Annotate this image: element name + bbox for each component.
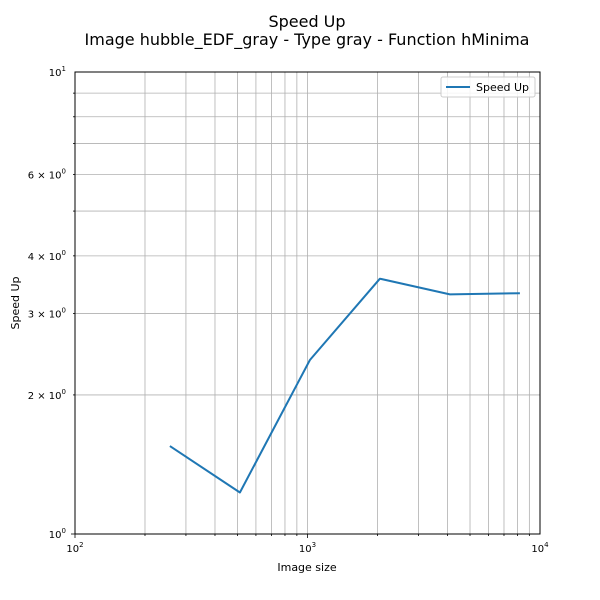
legend: Speed Up — [440, 76, 536, 98]
y-tick-label: 4 × 100 — [28, 249, 66, 263]
series-line — [169, 277, 520, 494]
y-tick-labels: 100 2 × 100 3 × 100 4 × 100 6 × 100 101 — [28, 65, 66, 541]
plot-frame — [74, 71, 541, 535]
legend-box — [440, 76, 536, 98]
x-tick-label: 103 — [299, 541, 316, 555]
plot-series — [169, 277, 520, 494]
x-axis-label: Image size — [277, 561, 337, 574]
x-tick-label: 102 — [66, 541, 83, 555]
x-tick-label: 104 — [531, 541, 549, 555]
y-tick-label: 3 × 100 — [28, 307, 66, 321]
legend-label: Speed Up — [476, 81, 529, 94]
grid — [74, 72, 540, 535]
y-tick-label: 101 — [49, 65, 66, 79]
y-tick-label: 6 × 100 — [28, 167, 66, 181]
chart-title: Speed Up — [268, 12, 345, 31]
chart-subtitle: Image hubble_EDF_gray - Type gray - Func… — [85, 30, 530, 50]
y-axis-label: Speed Up — [9, 276, 22, 329]
y-tick-label: 100 — [49, 527, 66, 541]
x-tick-labels: 102 103 104 — [66, 541, 549, 555]
axis-ticks — [71, 92, 530, 538]
y-tick-label: 2 × 100 — [28, 388, 66, 402]
